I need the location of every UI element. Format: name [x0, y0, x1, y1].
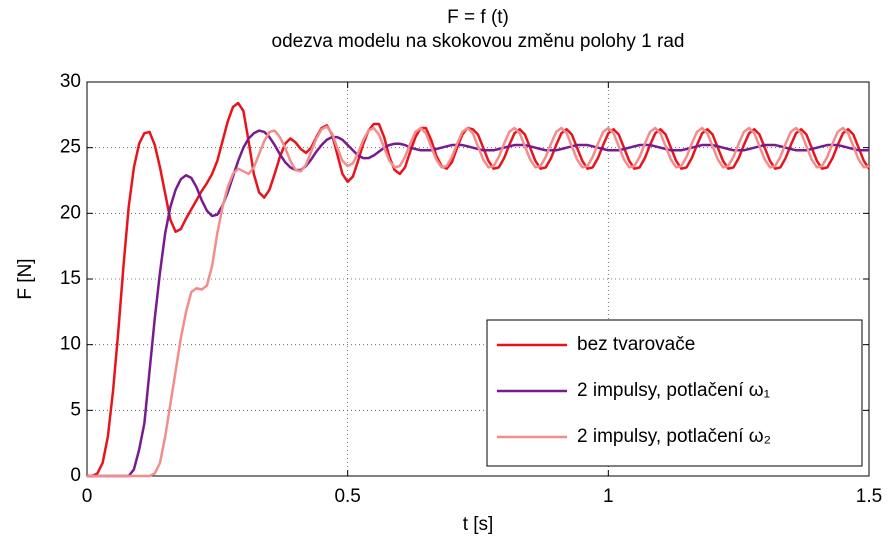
y-tick-label: 5 [70, 399, 81, 420]
series-line [87, 125, 870, 478]
x-axis-label: t [s] [463, 514, 494, 535]
series-line [87, 101, 871, 478]
y-tick-label: 0 [70, 465, 81, 486]
plot-frame [86, 81, 870, 477]
x-tick-label: 0.5 [334, 486, 360, 507]
x-tick-label: 1.5 [856, 486, 882, 507]
y-tick-label: 30 [60, 71, 81, 92]
y-axis-label: F [N] [15, 258, 36, 299]
legend-label: 2 impulsy, potlačení ω₁ [577, 380, 770, 401]
legend-label: bez tvarovače [577, 334, 695, 355]
chart-subtitle: odezva modelu na skokovou změnu polohy 1… [272, 31, 685, 52]
x-tick-label: 0 [82, 486, 93, 507]
legend-label: 2 impulsy, potlačení ω₂ [577, 426, 771, 447]
y-tick-label: 15 [60, 268, 81, 289]
chart-title: F = f (t) [447, 7, 509, 28]
y-tick-label: 25 [60, 137, 81, 158]
x-tick-label: 1 [603, 486, 614, 507]
y-tick-label: 10 [60, 334, 81, 355]
y-tick-label: 20 [60, 202, 81, 223]
